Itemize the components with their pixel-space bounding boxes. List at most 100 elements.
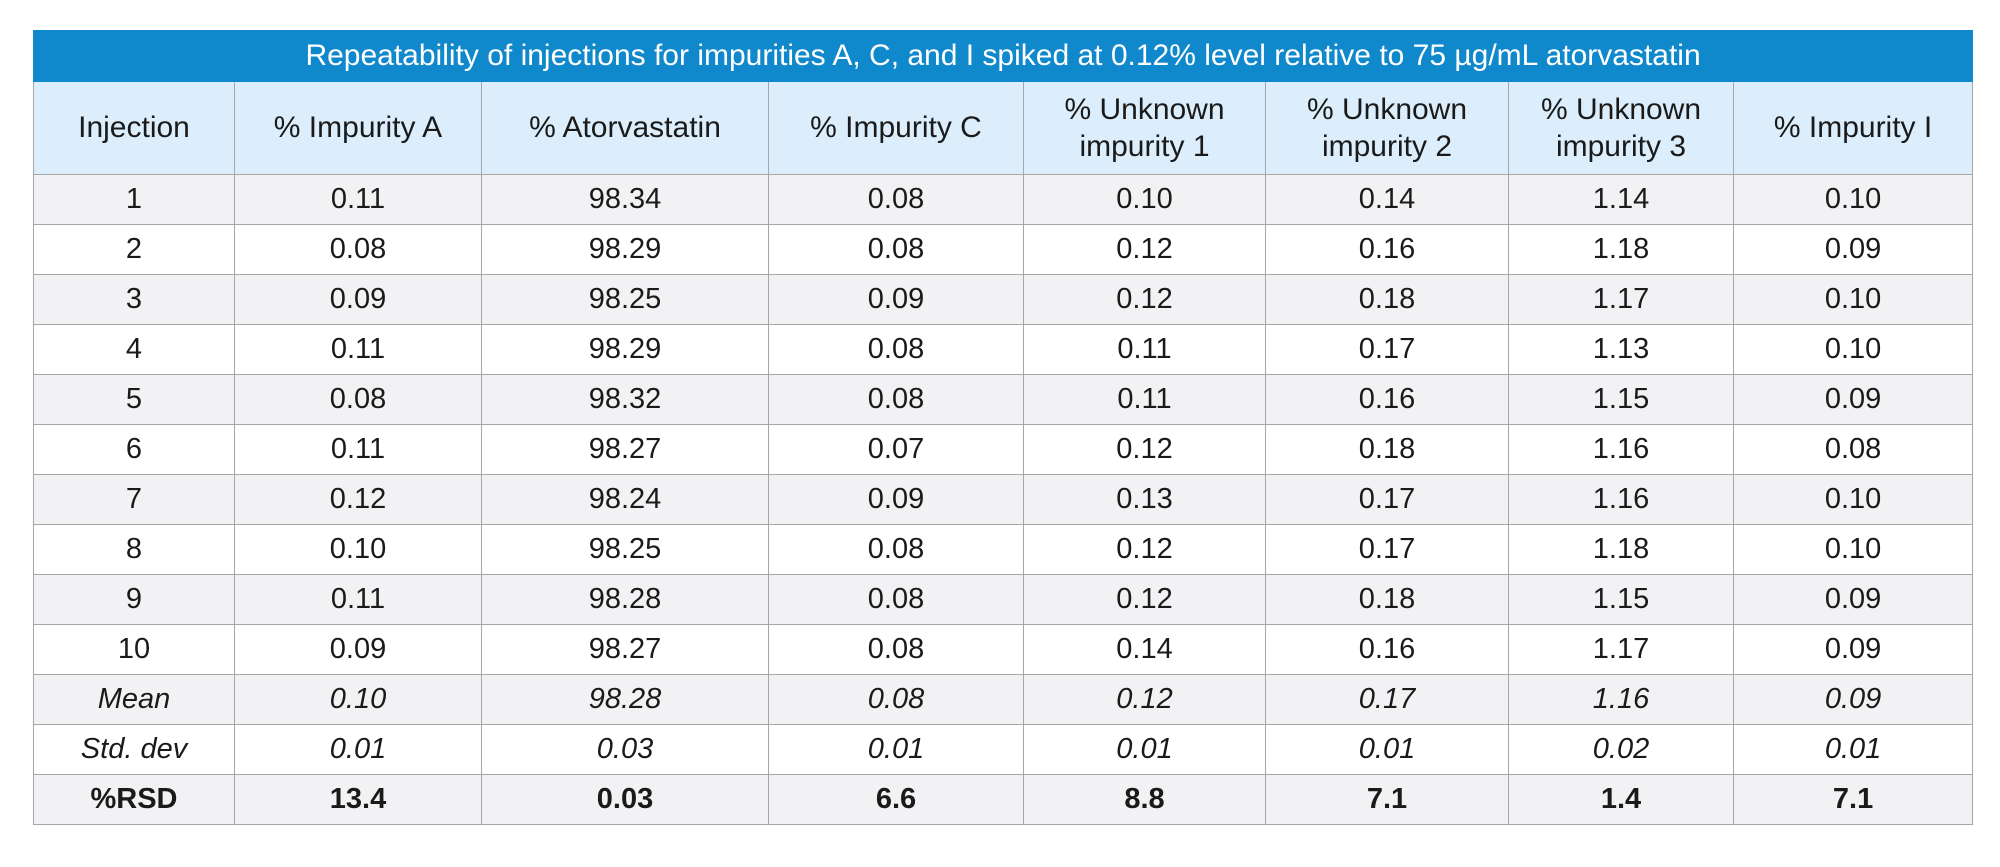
table-cell: 0.16: [1265, 374, 1509, 425]
header-unknown-impurity-1: % Unknown impurity 1: [1023, 81, 1266, 175]
table-cell: 1.16: [1508, 674, 1734, 725]
table-cell: 0.12: [234, 474, 482, 525]
row-label-cell: 5: [33, 374, 235, 425]
table-cell: 1.18: [1508, 524, 1734, 575]
table-cell: 98.34: [481, 174, 769, 225]
table-cell: 0.16: [1265, 224, 1509, 275]
rsd-row: %RSD 13.4 0.03 6.6 8.8 7.1 1.4 7.1: [33, 774, 1974, 825]
table-cell: 0.09: [234, 274, 482, 325]
repeatability-table-container: Repeatability of injections for impuriti…: [32, 30, 1974, 825]
header-line: % Impurity I: [1773, 111, 1933, 145]
table-cell: 0.17: [1265, 674, 1509, 725]
row-label-cell: 1: [33, 174, 235, 225]
table-row: 7 0.12 98.24 0.09 0.13 0.17 1.16 0.10: [33, 474, 1974, 525]
header-line: Injection: [78, 111, 190, 145]
mean-row: Mean 0.10 98.28 0.08 0.12 0.17 1.16 0.09: [33, 674, 1974, 725]
table-cell: 0.11: [1023, 374, 1266, 425]
table-cell: 0.11: [234, 324, 482, 375]
table-cell: 0.01: [1023, 724, 1266, 775]
table-cell: 0.11: [234, 424, 482, 475]
table-cell: 0.09: [1732, 624, 1974, 675]
table-cell: 13.4: [234, 774, 482, 825]
table-cell: 0.08: [768, 174, 1024, 225]
header-line: impurity 2: [1321, 130, 1453, 163]
table-cell: 0.01: [1265, 724, 1509, 775]
table-cell: 1.17: [1508, 624, 1734, 675]
table-cell: 0.09: [1732, 574, 1974, 625]
row-label-cell: 10: [33, 624, 235, 675]
table-cell: 98.25: [481, 274, 769, 325]
table-cell: 0.10: [1732, 324, 1974, 375]
row-label-cell: 9: [33, 574, 235, 625]
table-cell: 0.10: [1732, 174, 1974, 225]
table-cell: 0.08: [768, 224, 1024, 275]
table-cell: 0.17: [1265, 324, 1509, 375]
table-cell: 0.10: [1732, 474, 1974, 525]
table-cell: 0.01: [1732, 724, 1974, 775]
table-cell: 0.08: [768, 574, 1024, 625]
table-cell: 0.08: [768, 324, 1024, 375]
table-cell: 0.09: [234, 624, 482, 675]
row-label-cell: 8: [33, 524, 235, 575]
table-cell: 7.1: [1265, 774, 1509, 825]
table-cell: 0.10: [1732, 524, 1974, 575]
table-cell: 0.12: [1023, 674, 1266, 725]
table-cell: 98.24: [481, 474, 769, 525]
header-atorvastatin: % Atorvastatin: [481, 81, 769, 175]
table-cell: 0.08: [1732, 424, 1974, 475]
table-cell: 0.01: [768, 724, 1024, 775]
table-cell: 1.18: [1508, 224, 1734, 275]
row-label-cell: 7: [33, 474, 235, 525]
header-impurity-i: % Impurity I: [1732, 81, 1974, 175]
row-label-cell: 2: [33, 224, 235, 275]
row-label-cell: Std. dev: [33, 724, 235, 775]
table-cell: 0.08: [768, 674, 1024, 725]
table-cell: 0.09: [1732, 374, 1974, 425]
header-line: % Unknown: [1306, 92, 1468, 126]
header-impurity-a: % Impurity A: [234, 81, 482, 175]
table-cell: 1.13: [1508, 324, 1734, 375]
table-cell: 0.01: [234, 724, 482, 775]
table-cell: 0.10: [1023, 174, 1266, 225]
table-cell: 1.16: [1508, 474, 1734, 525]
table-cell: 0.13: [1023, 474, 1266, 525]
table-cell: 0.17: [1265, 474, 1509, 525]
table-cell: 0.18: [1265, 574, 1509, 625]
table-cell: 0.11: [234, 174, 482, 225]
row-label-cell: 4: [33, 324, 235, 375]
table-cell: 98.25: [481, 524, 769, 575]
table-cell: 0.08: [768, 524, 1024, 575]
row-label-cell: 6: [33, 424, 235, 475]
header-unknown-impurity-3: % Unknown impurity 3: [1508, 81, 1734, 175]
table-cell: 0.12: [1023, 524, 1266, 575]
table-cell: 0.12: [1023, 424, 1266, 475]
table-cell: 0.08: [768, 374, 1024, 425]
table-cell: 98.28: [481, 674, 769, 725]
table-cell: 0.09: [1732, 224, 1974, 275]
table-cell: 98.29: [481, 224, 769, 275]
table-title: Repeatability of injections for impuriti…: [32, 30, 1974, 82]
table-cell: 0.07: [768, 424, 1024, 475]
header-impurity-c: % Impurity C: [768, 81, 1024, 175]
repeatability-table: Repeatability of injections for impuriti…: [32, 30, 1974, 825]
table-cell: 1.15: [1508, 574, 1734, 625]
header-line: impurity 1: [1079, 130, 1210, 163]
table-cell: 0.10: [234, 674, 482, 725]
table-row: 4 0.11 98.29 0.08 0.11 0.17 1.13 0.10: [33, 324, 1974, 375]
table-cell: 0.09: [1732, 674, 1974, 725]
column-header-row: Injection % Impurity A % Atorvastatin % Imp…: [33, 81, 1974, 175]
table-cell: 0.18: [1265, 424, 1509, 475]
table-cell: 1.15: [1508, 374, 1734, 425]
table-cell: 0.12: [1023, 574, 1266, 625]
table-row: 9 0.11 98.28 0.08 0.12 0.18 1.15 0.09: [33, 574, 1974, 625]
table-cell: 1.17: [1508, 274, 1734, 325]
header-injection: Injection: [33, 81, 235, 175]
table-cell: 98.27: [481, 424, 769, 475]
table-cell: 98.27: [481, 624, 769, 675]
table-cell: 0.17: [1265, 524, 1509, 575]
table-cell: 0.09: [768, 274, 1024, 325]
header-line: % Impurity C: [810, 111, 982, 145]
header-line: impurity 3: [1555, 130, 1687, 163]
row-label-cell: 3: [33, 274, 235, 325]
stddev-row: Std. dev 0.01 0.03 0.01 0.01 0.01 0.02 0.01: [33, 724, 1974, 775]
